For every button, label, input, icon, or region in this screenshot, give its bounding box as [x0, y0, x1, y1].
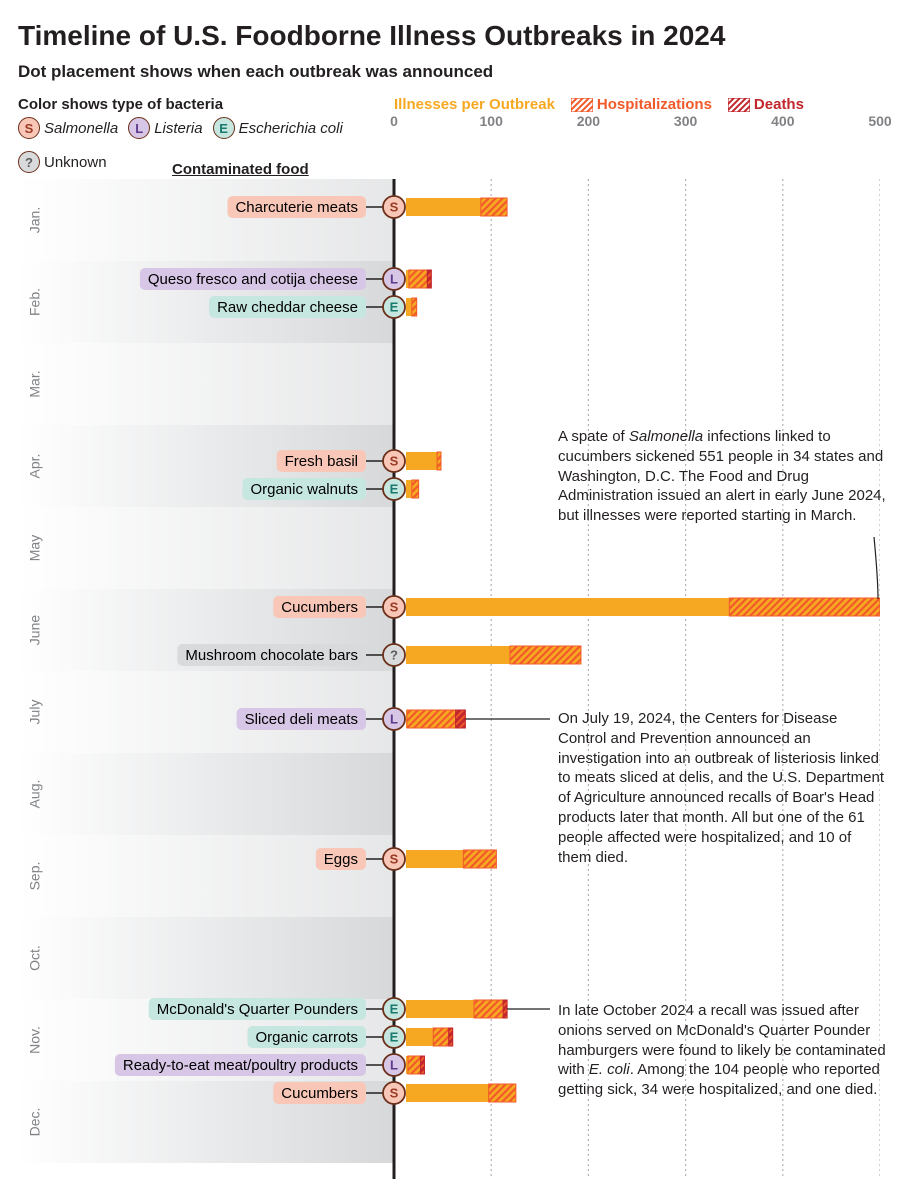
month-label: Dec. — [27, 1108, 43, 1137]
bar-hospitalizations — [474, 1000, 507, 1018]
axis-tick-label: 200 — [577, 113, 600, 129]
month-label: Feb. — [27, 288, 43, 316]
legend-deaths: Deaths — [728, 96, 804, 113]
bacteria-name: Listeria — [154, 120, 202, 137]
outbreak-dot-letter: E — [390, 481, 399, 496]
bar-hospitalizations — [729, 598, 880, 616]
outbreak-dot-letter: E — [390, 299, 399, 314]
axis-ticks: 0100200300400500 — [394, 113, 882, 131]
legend-bacteria-item: EEscherichia coli — [213, 117, 343, 139]
annotation-text: A spate of Salmonella infections linked … — [558, 427, 888, 526]
outbreak-dot-letter: S — [390, 599, 399, 614]
food-label: Mushroom chocolate bars — [185, 647, 358, 664]
annotation-leader — [874, 537, 878, 599]
outbreak-dot-letter: S — [390, 1085, 399, 1100]
axis-tick-label: 400 — [771, 113, 794, 129]
month-label: Sep. — [27, 862, 43, 891]
month-band — [18, 507, 394, 589]
month-label: Aug. — [27, 780, 43, 809]
food-label: Sliced deli meats — [245, 711, 358, 728]
outbreak-dot-letter: L — [390, 271, 398, 286]
food-label: Raw cheddar cheese — [217, 299, 358, 316]
outbreak-dot-letter: ? — [390, 647, 398, 662]
month-band — [18, 917, 394, 999]
legend-color-title: Color shows type of bacteria — [18, 96, 394, 113]
axis-tick-label: 0 — [390, 113, 398, 129]
bar-deaths — [449, 1028, 453, 1046]
bar-hospitalizations — [481, 198, 507, 216]
legend-bacteria-item: ?Unknown — [18, 151, 107, 173]
outbreak-dot-letter: S — [390, 453, 399, 468]
bar-hospitalizations — [412, 480, 419, 498]
month-label: Oct. — [27, 945, 43, 971]
bar-hospitalizations — [412, 298, 417, 316]
bar-hospitalizations — [437, 452, 441, 470]
axis-tick-label: 100 — [480, 113, 503, 129]
legend-bacteria-item: SSalmonella — [18, 117, 118, 139]
axis-tick-label: 500 — [868, 113, 891, 129]
bacteria-dot-icon: S — [18, 117, 40, 139]
food-label: Queso fresco and cotija cheese — [148, 271, 358, 288]
month-label: July — [27, 700, 43, 725]
food-label: Fresh basil — [285, 453, 358, 470]
outbreak-dot-letter: L — [390, 711, 398, 726]
food-label: Organic walnuts — [250, 481, 358, 498]
chart-subtitle: Dot placement shows when each outbreak w… — [18, 62, 882, 82]
bacteria-name: Salmonella — [44, 120, 118, 137]
food-label: McDonald's Quarter Pounders — [157, 1001, 358, 1018]
month-label: Nov. — [27, 1026, 43, 1054]
month-band — [18, 343, 394, 425]
outbreak-dot-letter: E — [390, 1029, 399, 1044]
legend-row: Color shows type of bacteria SSalmonella… — [18, 96, 882, 177]
legend-hospitalizations: Hospitalizations — [571, 96, 712, 113]
legend-illnesses: Illnesses per Outbreak — [394, 96, 555, 113]
bacteria-name: Escherichia coli — [239, 120, 343, 137]
chart-area: Jan. Feb. Mar. Apr. May June July Aug. Sep. Oct. N… — [18, 179, 880, 1179]
contaminated-food-header: Contaminated food — [172, 161, 309, 178]
legend-bacteria-item: LListeria — [128, 117, 202, 139]
chart-title: Timeline of U.S. Foodborne Illness Outbr… — [18, 20, 882, 52]
month-label: May — [27, 535, 43, 561]
bar-illnesses — [406, 452, 441, 470]
month-label: Jan. — [27, 207, 43, 233]
month-band — [18, 753, 394, 835]
bacteria-dot-icon: L — [128, 117, 150, 139]
food-label: Eggs — [324, 851, 358, 868]
month-label: Apr. — [27, 454, 43, 479]
annotation-text: On July 19, 2024, the Centers for Diseas… — [558, 709, 888, 867]
outbreak-dot-letter: S — [390, 199, 399, 214]
month-band — [18, 179, 394, 261]
outbreak-dot-letter: E — [390, 1001, 399, 1016]
bar-hospitalizations — [510, 646, 581, 664]
bar-hospitalizations — [463, 850, 496, 868]
food-label: Cucumbers — [281, 1085, 358, 1102]
outbreak-dot-letter: L — [390, 1057, 398, 1072]
bar-deaths — [427, 270, 431, 288]
food-label: Ready-to-eat meat/poultry products — [123, 1057, 358, 1074]
bar-hospitalizations — [489, 1084, 516, 1102]
food-label: Cucumbers — [281, 599, 358, 616]
bar-deaths — [456, 710, 466, 728]
legend-right: Illnesses per Outbreak Hospitalizations De… — [394, 96, 882, 131]
annotation-text: In late October 2024 a recall was issued… — [558, 1001, 888, 1100]
axis-tick-label: 300 — [674, 113, 697, 129]
bar-deaths — [503, 1000, 507, 1018]
outbreak-dot-letter: S — [390, 851, 399, 866]
bacteria-dot-icon: ? — [18, 151, 40, 173]
month-label: Mar. — [27, 370, 43, 397]
bar-deaths — [420, 1056, 424, 1074]
bacteria-dot-icon: E — [213, 117, 235, 139]
month-label: June — [27, 615, 43, 646]
month-band — [18, 835, 394, 917]
food-label: Organic carrots — [255, 1029, 358, 1046]
food-label: Charcuterie meats — [235, 199, 358, 216]
bacteria-name: Unknown — [44, 154, 107, 171]
